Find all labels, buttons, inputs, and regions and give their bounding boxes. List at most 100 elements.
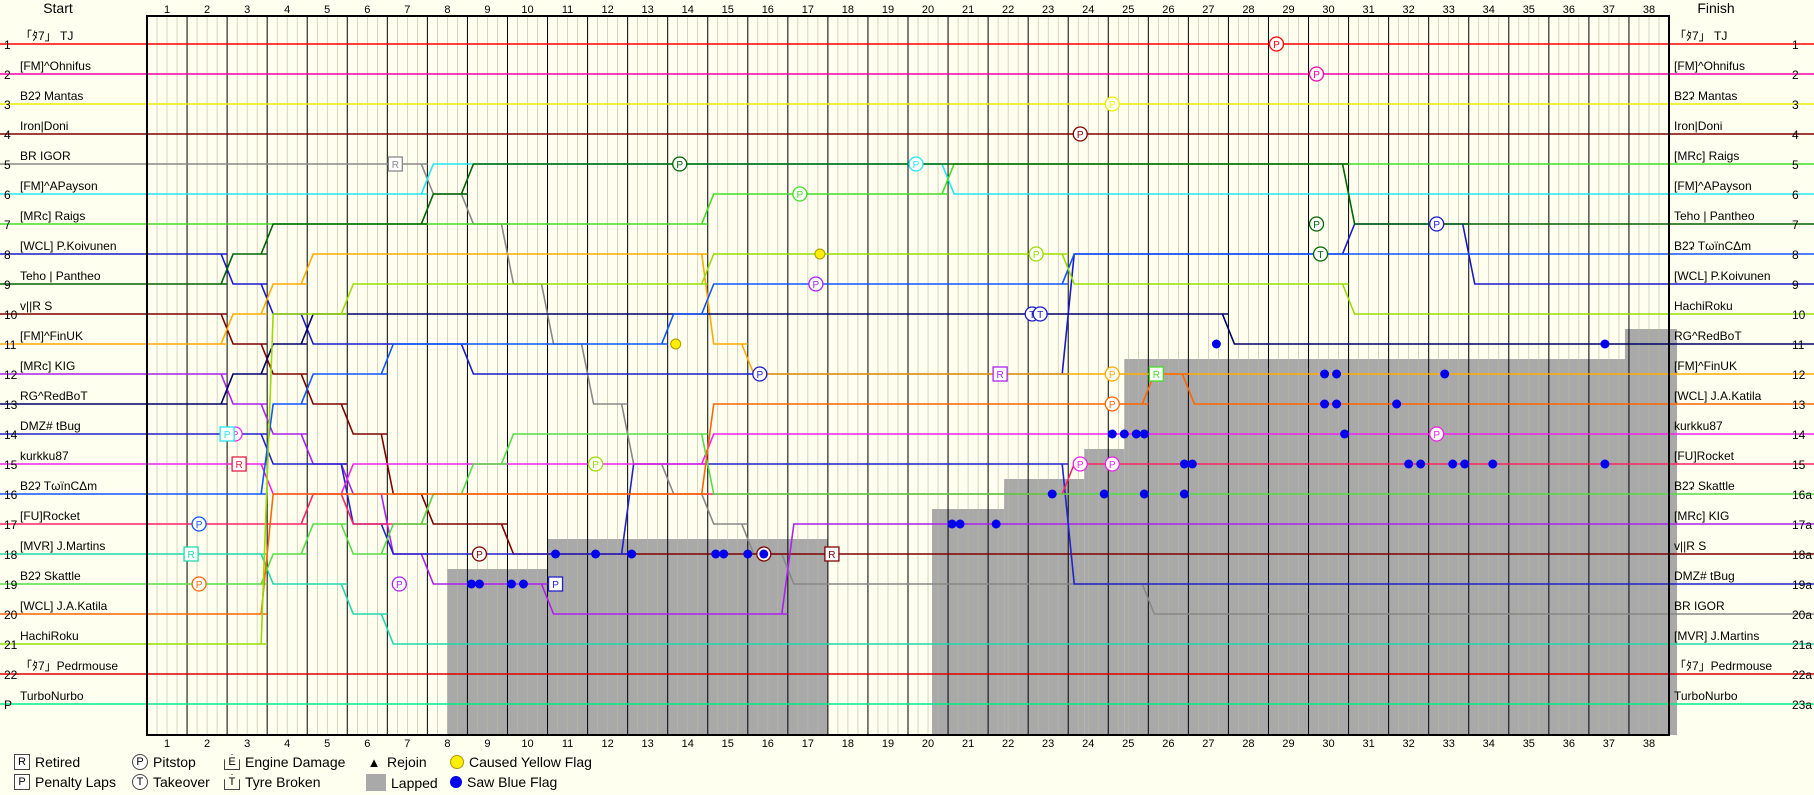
legend: R Retired P Penalty Laps P Pitstop T Takeover E E… — [14, 754, 714, 794]
lap-number-bottom: 7 — [404, 738, 410, 750]
penalty-marker-glyph: P — [224, 430, 231, 441]
start-position-number: 1 — [4, 38, 11, 52]
pitstop-marker-ring — [191, 516, 207, 532]
yellow-flag-marker — [814, 248, 826, 260]
start-driver-name: DMZ# tBug — [20, 419, 81, 433]
lap-number-top: 2 — [204, 4, 210, 16]
start-driver-name: Iron|Doni — [20, 119, 68, 133]
takeover-marker-glyph: T — [1037, 310, 1043, 321]
retired-marker-box — [231, 456, 247, 472]
lap-number-bottom: 20 — [922, 738, 934, 750]
finish-position-number: 2 — [1792, 68, 1799, 82]
pitstop-marker-glyph: P — [756, 370, 763, 381]
pitstop-marker-ring — [752, 366, 768, 382]
driver-line — [147, 253, 1669, 495]
takeover-marker-glyph: T — [1029, 310, 1035, 321]
lap-number-top: 28 — [1242, 4, 1254, 16]
legend-item-penalty: P Penalty Laps — [14, 774, 116, 790]
lap-number-bottom: 11 — [562, 738, 573, 750]
takeover-marker-ring — [1312, 246, 1329, 262]
lap-number-top: 10 — [521, 4, 533, 16]
start-position-number: 21 — [4, 638, 18, 652]
pitstop-marker-glyph: P — [1313, 70, 1320, 81]
finish-position-number: 1 — [1792, 38, 1799, 52]
finish-driver-name: HachiRoku — [1674, 299, 1733, 313]
lap-number-top: 8 — [444, 4, 450, 16]
lap-number-bottom: 10 — [521, 738, 533, 750]
pitstop-marker-ring — [191, 576, 207, 592]
legend-label: Engine Damage — [245, 754, 346, 770]
blue-flag-marker — [474, 579, 484, 589]
start-driver-name: [FM]^FinUK — [20, 329, 83, 343]
start-position-number: 22 — [4, 668, 18, 682]
lap-number-bottom: 29 — [1282, 738, 1294, 750]
finish-position-number: 21a — [1792, 638, 1812, 652]
start-position-number: 12 — [4, 368, 18, 382]
lap-number-top: 13 — [642, 4, 654, 16]
blue-flag-marker — [1488, 459, 1498, 469]
start-driver-name: [FM]^APayson — [20, 179, 98, 193]
finish-driver-name: Teho | Pantheo — [1674, 209, 1755, 223]
yellow-flag-marker — [670, 338, 682, 350]
retired-marker-box — [387, 156, 403, 172]
pitstop-marker-ring — [1072, 456, 1088, 472]
legend-label: Penalty Laps — [35, 774, 116, 790]
pitstop-marker-ring — [471, 546, 488, 562]
pitstop-marker-glyph: P — [913, 160, 920, 171]
lap-number-top: 12 — [601, 4, 613, 16]
lap-number-bottom: 28 — [1242, 738, 1254, 750]
start-driver-name: RG^RedBoT — [20, 389, 88, 403]
finish-driver-name: [WCL] J.A.Katila — [1674, 389, 1762, 403]
lap-number-top: 5 — [324, 4, 330, 16]
start-driver-name: kurkku87 — [20, 449, 69, 463]
yellow-icon — [450, 755, 464, 769]
lap-number-bottom: 2 — [204, 738, 210, 750]
pitstop-marker-glyph: P — [1273, 40, 1280, 51]
blue-flag-marker — [1404, 459, 1414, 469]
pitstop-marker-ring — [1072, 126, 1088, 142]
driver-line — [147, 433, 1669, 585]
start-position-number: 4 — [4, 128, 11, 142]
blue-flag-marker — [947, 519, 957, 529]
lap-number-bottom: 18 — [842, 738, 854, 750]
pitstop-marker-ring — [1308, 216, 1325, 232]
plot-frame — [146, 15, 1670, 736]
blue-flag-marker — [1131, 429, 1141, 439]
retired-marker-glyph: R — [997, 370, 1004, 381]
finish-driver-name: DMZ# tBug — [1674, 569, 1735, 583]
start-driver-name: v||R S — [20, 299, 52, 313]
pitstop-marker-glyph: P — [592, 460, 599, 471]
legend-item-retired: R Retired — [14, 754, 80, 770]
pitstop-marker-glyph: P — [1313, 220, 1320, 231]
retired-marker-box — [183, 546, 199, 562]
start-position-number: 20 — [4, 608, 18, 622]
blue-flag-marker — [719, 549, 729, 559]
blue-flag-marker — [591, 549, 601, 559]
lap-number-bottom: 32 — [1403, 738, 1415, 750]
penalty-marker-glyph: P — [552, 580, 559, 591]
takeover-icon: T — [132, 774, 148, 790]
lap-number-top: 30 — [1322, 4, 1334, 16]
legend-label: Rejoin — [387, 754, 427, 770]
finish-driver-name: TurboNurbo — [1674, 689, 1738, 703]
finish-driver-name: [FM]^FinUK — [1674, 359, 1737, 373]
legend-item-pitstop: P Pitstop — [132, 754, 196, 770]
finish-driver-name: 「ﾀ7」 TJ — [1674, 29, 1727, 43]
start-driver-name: [WCL] P.Koivunen — [20, 239, 117, 253]
lap-number-top: 18 — [842, 4, 854, 16]
blue-flag-marker — [1179, 459, 1189, 469]
start-driver-name: TurboNurbo — [20, 689, 84, 703]
lap-number-bottom: 27 — [1202, 738, 1214, 750]
finish-position-number: 5 — [1792, 158, 1799, 172]
lap-number-bottom: 30 — [1322, 738, 1334, 750]
driver-line — [147, 163, 1669, 285]
finish-driver-name: [MRc] KIG — [1674, 509, 1729, 523]
pitstop-marker-ring — [1308, 66, 1325, 82]
finish-position-number: 14 — [1792, 428, 1806, 442]
lap-number-top: 29 — [1282, 4, 1294, 16]
start-position-number: 11 — [4, 338, 17, 352]
blue-flag-marker — [1320, 399, 1330, 409]
finish-position-number: 3 — [1792, 98, 1799, 112]
lap-number-top: 19 — [882, 4, 894, 16]
takeover-marker-glyph: T — [1317, 250, 1323, 261]
